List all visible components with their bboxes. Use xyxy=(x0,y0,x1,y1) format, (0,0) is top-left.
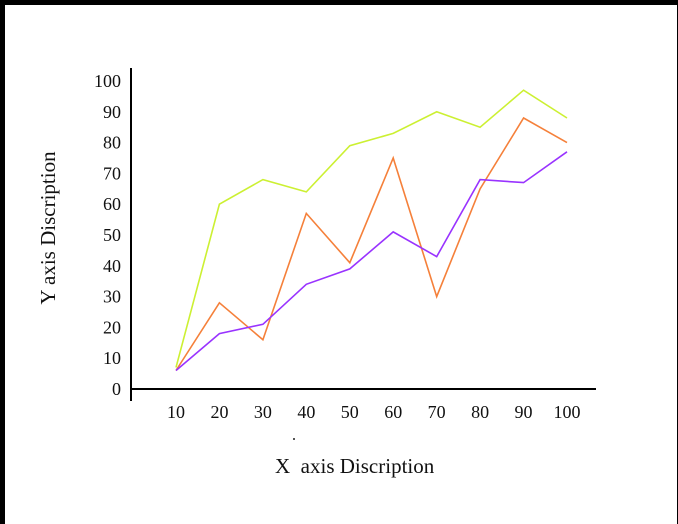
x-tick-label: 80 xyxy=(471,402,489,422)
y-tick-label: 90 xyxy=(103,102,121,122)
decorative-dot xyxy=(293,438,295,440)
series-lines xyxy=(175,89,568,372)
x-tick-label: 70 xyxy=(428,402,446,422)
y-axis-title: Y axis Discription xyxy=(36,151,60,305)
x-tick-label: 20 xyxy=(210,402,228,422)
series-line-1 xyxy=(175,89,568,368)
x-axis-title: X axis Discription xyxy=(275,454,435,478)
y-tick-label: 40 xyxy=(103,256,121,276)
x-tick-label: 10 xyxy=(167,402,185,422)
y-tick-labels: 0 10 20 30 40 50 60 70 80 90 100 xyxy=(94,71,121,399)
y-tick-label: 60 xyxy=(103,194,121,214)
x-tick-label: 100 xyxy=(554,402,581,422)
axes xyxy=(130,68,596,401)
y-tick-label: 70 xyxy=(103,163,121,183)
x-tick-label: 60 xyxy=(384,402,402,422)
y-tick-label: 30 xyxy=(103,287,121,307)
x-tick-label: 40 xyxy=(297,402,315,422)
x-tick-label: 30 xyxy=(254,402,272,422)
y-tick-label: 50 xyxy=(103,225,121,245)
y-tick-label: 0 xyxy=(112,379,121,399)
x-tick-labels: 10 20 30 40 50 60 70 80 90 100 xyxy=(167,402,581,422)
series-line-2 xyxy=(175,116,568,371)
y-tick-label: 10 xyxy=(103,348,121,368)
x-tick-label: 50 xyxy=(341,402,359,422)
y-tick-label: 100 xyxy=(94,71,121,91)
x-tick-label: 90 xyxy=(515,402,533,422)
series-line-3 xyxy=(175,151,568,372)
y-tick-label: 20 xyxy=(103,317,121,337)
y-tick-label: 80 xyxy=(103,133,121,153)
